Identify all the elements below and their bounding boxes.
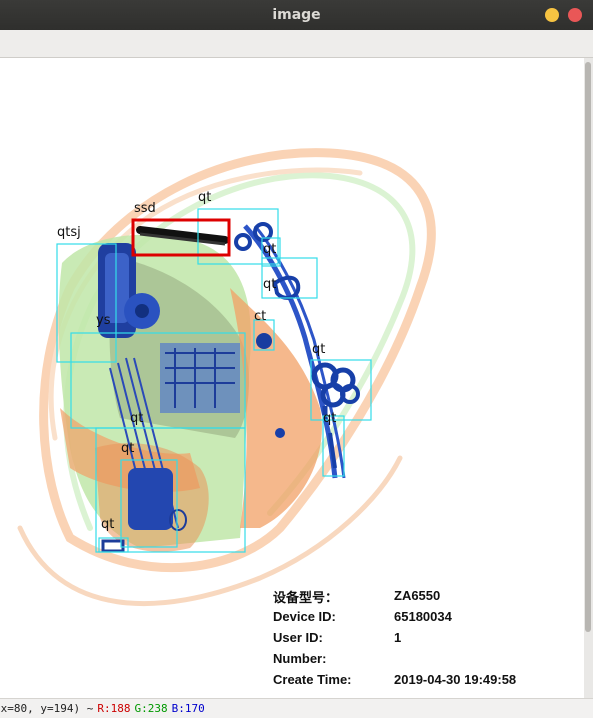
detection-box-qt-right[interactable]: [322, 415, 345, 477]
detection-label: qt: [121, 441, 134, 456]
detection-label: qt: [101, 517, 114, 532]
detection-labels: ssd qt qtsj qt qt ct ys qt qt qt qt qt: [57, 190, 336, 532]
detection-box-qtsj[interactable]: [56, 243, 117, 363]
detection-label: ct: [254, 309, 266, 324]
detection-box-qt-top[interactable]: [197, 208, 279, 265]
user-id-value: 1: [394, 630, 402, 645]
user-id-label: User ID:: [273, 630, 323, 645]
detection-box-ssd[interactable]: [131, 218, 231, 257]
pixel-r: R:188: [97, 702, 131, 715]
detection-label: qt: [323, 411, 336, 426]
detection-box-qt-bottom[interactable]: [98, 537, 129, 553]
detection-box-qt-large[interactable]: [95, 427, 246, 553]
detection-label: qt: [198, 190, 211, 205]
close-icon[interactable]: [568, 8, 582, 22]
device-id-label: Device ID:: [273, 609, 336, 624]
model-label: 设备型号：: [273, 590, 339, 605]
create-time-label: Create Time:: [273, 672, 352, 687]
detection-boxes: [56, 208, 372, 553]
detection-box-qt-small[interactable]: [261, 237, 281, 267]
create-time-value: 2019-04-30 19:49:58: [394, 672, 517, 687]
detection-label: ssd: [134, 201, 156, 216]
status-bar: (x=80, y=194) ~ R:188 G:238 B:170: [0, 698, 593, 718]
window-title: image: [272, 7, 321, 23]
device-id-value: 65180034: [394, 609, 452, 624]
detection-box-ct[interactable]: [253, 319, 275, 351]
title-bar: image: [0, 0, 593, 30]
pixel-g: G:238: [134, 702, 168, 715]
scrollbar-thumb[interactable]: [585, 62, 591, 632]
pixel-b: B:170: [171, 702, 205, 715]
model-value: ZA6550: [394, 588, 441, 603]
detection-label: ys: [96, 313, 111, 328]
detection-box-qc[interactable]: [261, 257, 318, 299]
image-canvas[interactable]: ssd qt qtsj qt qt ct ys qt qt qt qt qt 设…: [0, 58, 584, 698]
detection-box-qt-keys[interactable]: [310, 359, 372, 421]
minimize-icon[interactable]: [545, 8, 559, 22]
cursor-coords: (x=80, y=194) ~: [0, 702, 94, 715]
toolbar: [0, 30, 593, 58]
detection-label: qtsj: [57, 225, 81, 240]
detection-label: qt: [312, 342, 325, 357]
bag-body: [58, 222, 360, 553]
detection-label: qt: [130, 411, 143, 426]
xray-image: ssd qt qtsj qt qt ct ys qt qt qt qt qt: [17, 148, 436, 607]
detection-label: qt: [263, 242, 276, 257]
number-label: Number:: [273, 651, 327, 666]
detection-box-qt-inner[interactable]: [120, 459, 178, 548]
detection-label: qt: [263, 277, 276, 292]
